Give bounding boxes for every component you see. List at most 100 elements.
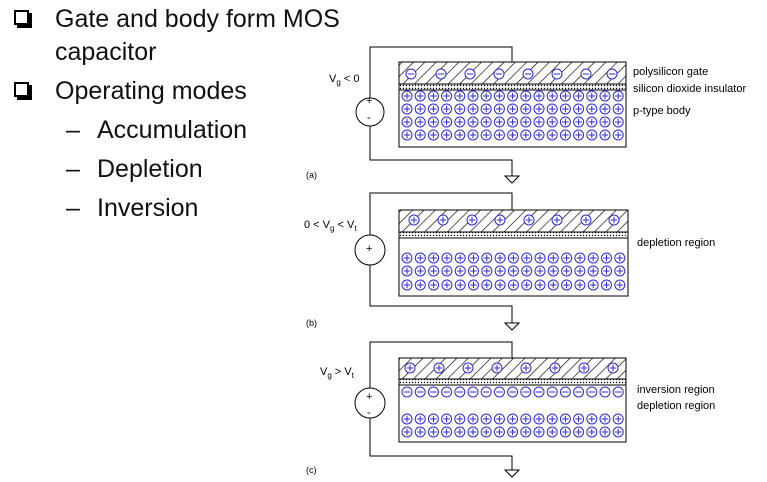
bullet-list: Gate and body form MOS capacitor Operati… xyxy=(0,0,340,240)
positive-charge-icon xyxy=(559,103,571,115)
oxide-layer-b xyxy=(398,231,629,239)
negative-charge-icon xyxy=(441,386,453,398)
positive-charge-icon xyxy=(607,362,619,374)
positive-charge-icon xyxy=(599,129,611,141)
body-charges-c xyxy=(401,386,624,438)
positive-charge-icon xyxy=(494,252,506,264)
voltage-source-icon xyxy=(354,387,386,419)
positive-charge-icon xyxy=(480,103,492,115)
source-minus: - xyxy=(367,112,371,124)
positive-charge-icon xyxy=(441,252,453,264)
positive-charge-icon xyxy=(441,279,453,291)
wire-gate-c xyxy=(369,341,513,389)
positive-charge-icon xyxy=(481,252,493,264)
positive-charge-icon xyxy=(573,116,585,128)
polysilicon-gate-a xyxy=(398,61,627,85)
label-depletion-region: depletion region xyxy=(637,237,715,249)
positive-charge-icon xyxy=(507,265,519,277)
positive-charge-icon xyxy=(547,279,559,291)
wire-gate-b xyxy=(369,192,513,235)
positive-charge-icon xyxy=(599,426,611,438)
positive-charge-icon xyxy=(454,426,466,438)
positive-charge-icon xyxy=(468,279,479,291)
negative-charge-icon xyxy=(405,68,417,80)
sub-bullet-inversion: Inversion xyxy=(97,194,199,222)
positive-charge-icon xyxy=(559,116,571,128)
negative-charge-icon xyxy=(414,386,426,398)
positive-charge-icon xyxy=(408,214,420,226)
positive-charge-icon xyxy=(507,279,519,291)
gate-charges-a xyxy=(405,68,618,80)
ground-icon xyxy=(503,322,521,331)
label-p-type-body: p-type body xyxy=(633,105,691,117)
positive-charge-icon xyxy=(546,426,558,438)
positive-charge-icon xyxy=(534,265,546,277)
positive-charge-icon xyxy=(481,265,493,277)
positive-charge-icon xyxy=(428,279,440,291)
positive-charge-icon xyxy=(546,116,558,128)
positive-charge-icon xyxy=(427,129,439,141)
positive-charge-icon xyxy=(441,103,453,115)
voltage-source-icon xyxy=(354,234,386,266)
positive-charge-icon xyxy=(507,129,519,141)
wire-body-a xyxy=(369,125,513,176)
positive-charge-icon xyxy=(401,265,413,277)
negative-charge-icon xyxy=(454,386,466,398)
positive-charge-icon xyxy=(587,265,599,277)
positive-charge-icon xyxy=(559,90,571,102)
positive-charge-icon xyxy=(533,116,545,128)
positive-charge-icon xyxy=(520,129,532,141)
positive-charge-icon xyxy=(599,90,611,102)
positive-charge-icon xyxy=(462,362,474,374)
voltage-label-a: Vg < 0 xyxy=(329,73,359,87)
positive-charge-icon xyxy=(414,413,426,425)
gate-charges-c xyxy=(404,362,619,374)
positive-charge-icon xyxy=(520,413,532,425)
source-plus: + xyxy=(366,243,372,255)
positive-charge-icon xyxy=(467,426,479,438)
positive-charge-icon xyxy=(507,252,519,264)
bullet-square-icon xyxy=(14,82,29,97)
source-minus: - xyxy=(367,407,371,419)
positive-charge-icon xyxy=(427,426,439,438)
positive-charge-icon xyxy=(401,413,413,425)
positive-charge-icon xyxy=(533,90,545,102)
positive-charge-icon xyxy=(520,426,532,438)
positive-charge-icon xyxy=(454,279,466,291)
positive-charge-icon xyxy=(612,129,624,141)
positive-charge-icon xyxy=(574,279,586,291)
positive-charge-icon xyxy=(414,103,426,115)
positive-charge-icon xyxy=(614,252,626,264)
bullet-text-2: Operating modes xyxy=(55,77,247,105)
positive-charge-icon xyxy=(608,214,620,226)
negative-charge-icon xyxy=(401,386,413,398)
positive-charge-icon xyxy=(573,129,585,141)
panel-a: + - Vg < 0 polysilicon gate silicon diox… xyxy=(306,46,746,184)
positive-charge-icon xyxy=(601,252,612,264)
negative-charge-icon xyxy=(551,68,563,80)
positive-charge-icon xyxy=(507,90,519,102)
positive-charge-icon xyxy=(599,116,611,128)
positive-charge-icon xyxy=(561,279,573,291)
negative-charge-icon xyxy=(435,68,447,80)
voltage-source-icon xyxy=(355,97,385,127)
positive-charge-icon xyxy=(427,90,439,102)
positive-charge-icon xyxy=(614,265,626,277)
positive-charge-icon xyxy=(441,116,453,128)
positive-charge-icon xyxy=(491,362,503,374)
ground-icon xyxy=(503,175,521,184)
positive-charge-icon xyxy=(437,214,449,226)
positive-charge-icon xyxy=(401,116,413,128)
positive-charge-icon xyxy=(599,103,611,115)
positive-charge-icon xyxy=(401,103,413,115)
positive-charge-icon xyxy=(574,265,586,277)
positive-charge-icon xyxy=(454,252,466,264)
negative-charge-icon xyxy=(580,68,592,80)
oxide-layer-a xyxy=(398,83,627,91)
positive-charge-icon xyxy=(586,103,598,115)
positive-charge-icon xyxy=(586,129,598,141)
positive-charge-icon xyxy=(533,413,545,425)
positive-charge-icon xyxy=(520,90,532,102)
positive-charge-icon xyxy=(467,103,479,115)
positive-charge-icon xyxy=(559,426,571,438)
